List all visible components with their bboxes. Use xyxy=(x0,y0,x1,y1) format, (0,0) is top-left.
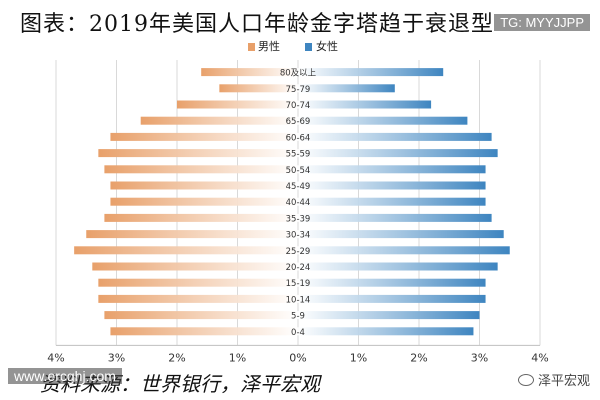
age-group-label: 15-19 xyxy=(286,279,311,289)
age-group-label: 75-79 xyxy=(286,85,311,95)
female-bar xyxy=(298,213,492,222)
female-bar xyxy=(298,165,486,174)
x-tick-label: 1% xyxy=(350,351,367,364)
age-group-label: 55-59 xyxy=(286,150,311,160)
age-group-label: 60-64 xyxy=(286,133,311,143)
female-bar xyxy=(298,181,486,190)
legend-female-label: 女性 xyxy=(316,40,338,53)
x-tick-label: 4% xyxy=(531,351,548,364)
male-bar xyxy=(86,230,298,239)
female-bar xyxy=(298,100,432,109)
age-group-label: 80及以上 xyxy=(280,69,317,79)
age-group-label: 65-69 xyxy=(286,117,311,127)
female-bar xyxy=(298,197,486,206)
male-bar xyxy=(104,311,299,320)
female-bar xyxy=(298,84,395,93)
watermark-bottom-left: www.ercghj.com xyxy=(8,368,122,384)
watermark-top: TG: MYYJJPP xyxy=(494,14,590,31)
female-bar xyxy=(298,132,492,141)
male-bar xyxy=(98,278,298,287)
female-bar xyxy=(298,68,444,77)
male-bar xyxy=(140,116,298,125)
age-group-label: 70-74 xyxy=(286,101,311,111)
age-group-label: 35-39 xyxy=(286,214,311,224)
age-group-label: 45-49 xyxy=(286,182,311,192)
legend-female-swatch xyxy=(305,43,312,51)
male-bar xyxy=(98,149,298,158)
male-bar xyxy=(98,294,298,303)
male-bar xyxy=(219,84,298,93)
female-bar xyxy=(298,311,480,320)
population-pyramid-chart: 4% 3% 2% 1% 0% 1% 2% 3% 4% 80及以上 75-79 70-74 65-69 60… xyxy=(47,39,548,364)
legend-male-label: 男性 xyxy=(258,40,280,53)
watermark-bottom-right-label: 泽平宏观 xyxy=(537,374,590,389)
age-group-label: 50-54 xyxy=(286,166,311,176)
x-tick-label: 3% xyxy=(471,351,488,364)
age-group-label: 10-14 xyxy=(286,295,311,305)
x-tick-label: 2% xyxy=(410,351,427,364)
age-group-label: 20-24 xyxy=(286,263,311,273)
male-bar xyxy=(110,132,298,141)
age-group-label: 40-44 xyxy=(286,198,311,208)
x-tick-label: 2% xyxy=(168,351,185,364)
age-group-label: 0-4 xyxy=(291,328,305,338)
x-tick-label: 1% xyxy=(229,351,246,364)
male-bar xyxy=(110,181,298,190)
male-bar xyxy=(110,197,298,206)
watermark-bottom-right: 泽平宏观 xyxy=(517,370,590,389)
female-bar xyxy=(298,149,498,158)
female-bar xyxy=(298,294,486,303)
female-bar xyxy=(298,262,498,271)
female-bar xyxy=(298,246,510,255)
chart-title: 图表：2019年美国人口年龄金字塔趋于衰退型 xyxy=(20,12,494,37)
male-bar xyxy=(201,68,298,77)
male-bar xyxy=(74,246,299,255)
wechat-icon xyxy=(517,373,534,386)
age-group-label: 25-29 xyxy=(286,247,311,257)
x-tick-label: 4% xyxy=(47,351,64,364)
female-bar xyxy=(298,116,468,125)
male-bar xyxy=(92,262,298,271)
male-bar xyxy=(104,213,299,222)
male-bar xyxy=(177,100,298,109)
age-group-label: 30-34 xyxy=(286,231,311,241)
male-bar xyxy=(110,327,298,336)
female-bar xyxy=(298,230,504,239)
male-bar xyxy=(104,165,299,174)
x-tick-label: 0% xyxy=(289,351,306,364)
female-bar xyxy=(298,278,486,287)
x-tick-label: 3% xyxy=(108,351,125,364)
age-group-label: 5-9 xyxy=(291,312,305,322)
legend-male-swatch xyxy=(248,43,255,51)
chart-area: 4% 3% 2% 1% 0% 1% 2% 3% 4% 80及以上 75-79 70-74 65-69 60… xyxy=(0,39,600,370)
female-bar xyxy=(298,327,474,336)
